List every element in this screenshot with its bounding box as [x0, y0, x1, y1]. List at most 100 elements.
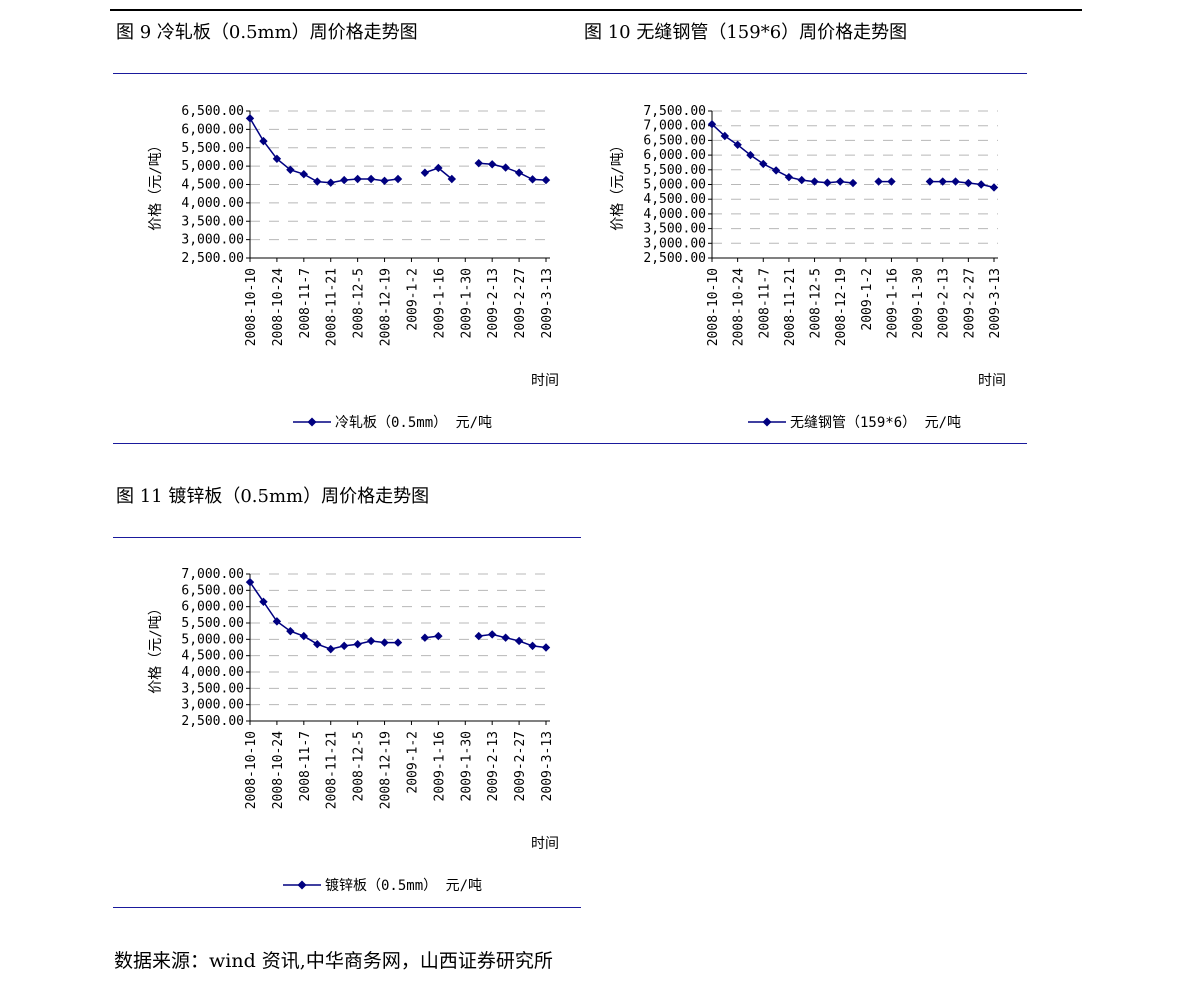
data-point-marker [313, 640, 322, 649]
y-tick-label: 3,000.00 [181, 233, 244, 248]
y-tick-label: 5,000.00 [643, 178, 706, 193]
y-axis-label: 价格（元/吨） [610, 138, 626, 230]
data-point-marker [823, 178, 832, 187]
data-point-marker [797, 175, 806, 185]
data-point-marker [286, 165, 295, 174]
x-tick-label: 2008-12-19 [379, 268, 394, 346]
y-tick-label: 3,500.00 [181, 681, 244, 696]
figure-10-caption: 图 10 无缝钢管（159*6）周价格走势图 [584, 22, 908, 43]
data-point-marker [366, 636, 376, 646]
data-point-marker [339, 175, 349, 185]
x-tick-label: 2009-1-30 [911, 268, 926, 338]
x-tick-label: 2008-12-19 [379, 731, 394, 809]
x-tick-label: 2009-2-27 [513, 268, 528, 338]
data-point-marker [514, 636, 524, 646]
data-point-marker [326, 178, 335, 187]
data-point-marker [245, 114, 255, 123]
x-axis-label: 时间 [531, 373, 559, 389]
data-point-marker [353, 174, 362, 184]
data-point-marker [989, 183, 999, 192]
data-point-marker [447, 174, 457, 184]
data-point-marker [541, 175, 551, 185]
x-tick-label: 2009-2-13 [486, 731, 501, 801]
x-tick-label: 2009-1-16 [432, 731, 447, 801]
x-tick-label: 2008-12-5 [352, 268, 367, 338]
data-point-marker [420, 168, 430, 177]
x-tick-label: 2008-10-10 [706, 268, 721, 346]
data-point-marker [501, 163, 510, 172]
x-tick-label: 2008-11-21 [325, 731, 340, 809]
y-tick-label: 6,000.00 [643, 148, 706, 163]
x-tick-label: 2009-3-13 [540, 731, 555, 801]
cold-rolled-price-chart: 6,500.00 6,000.00 5,500.00 5,000.00 4,500.00… [148, 104, 559, 431]
figure-bottom-rule [113, 443, 1027, 444]
x-tick-label: 2009-2-27 [513, 731, 528, 801]
legend-label: 无缝钢管（159*6） 元/吨 [790, 415, 961, 431]
data-point-marker [434, 163, 443, 173]
legend-marker [307, 417, 317, 427]
x-tick-label: 2009-1-30 [459, 731, 474, 801]
series-line [711, 123, 854, 184]
y-tick-label: 6,500.00 [643, 133, 706, 148]
y-tick-label: 4,000.00 [643, 207, 706, 222]
x-tick-label: 2009-2-13 [937, 268, 952, 338]
y-tick-label: 2,500.00 [643, 251, 706, 266]
header-rule [110, 9, 1082, 11]
seamless-pipe-price-chart: 7,500.007,000.006,500.006,000.005,500.00… [610, 104, 1006, 431]
data-point-marker [353, 640, 362, 649]
data-point-marker [366, 174, 376, 184]
x-tick-label: 2008-10-24 [732, 268, 747, 346]
x-tick-label: 2008-11-21 [783, 268, 798, 346]
data-point-marker [771, 166, 781, 175]
figure-11-bottom-rule [113, 907, 581, 908]
y-tick-label: 7,000.00 [181, 567, 244, 582]
data-point-marker [528, 175, 537, 184]
x-tick-label: 2009-1-2 [405, 268, 420, 331]
x-tick-label: 2009-1-16 [432, 268, 447, 338]
y-tick-label: 7,500.00 [643, 104, 706, 119]
data-point-marker [707, 120, 717, 129]
galvanized-price-chart: 7,000.006,500.00 6,000.005,500.005,000.00… [148, 567, 559, 894]
y-tick-label: 6,000.00 [181, 600, 244, 615]
figure-11-caption: 图 11 镀锌板（0.5mm）周价格走势图 [116, 486, 430, 507]
y-tick-label: 4,500.00 [643, 192, 706, 207]
y-tick-label: 7,000.00 [643, 119, 706, 134]
series-line [249, 117, 399, 184]
y-tick-label: 5,000.00 [181, 159, 244, 174]
data-point-marker [393, 174, 403, 184]
y-tick-label: 5,000.00 [181, 632, 244, 647]
x-tick-label: 2008-11-21 [325, 268, 340, 346]
data-point-marker [339, 641, 349, 651]
data-point-marker [976, 180, 986, 189]
x-tick-label: 2009-1-2 [405, 731, 420, 794]
data-point-marker [835, 177, 845, 186]
legend-label: 镀锌板（0.5mm） 元/吨 [325, 877, 482, 894]
data-point-marker [501, 633, 510, 642]
data-point-marker [420, 633, 430, 642]
y-tick-label: 3,000.00 [643, 236, 706, 251]
x-axis-label: 时间 [978, 373, 1006, 389]
data-point-marker [528, 641, 537, 651]
figure-9-caption: 图 9 冷轧板（0.5mm）周价格走势图 [116, 22, 418, 43]
data-point-marker [874, 177, 883, 186]
legend-label: 冷轧板（0.5mm） 元/吨 [335, 415, 492, 431]
data-point-marker [487, 160, 497, 169]
data-point-marker [259, 136, 268, 146]
x-tick-label: 2009-2-13 [486, 268, 501, 338]
x-tick-label: 2008-10-10 [244, 731, 259, 809]
data-point-marker [784, 172, 794, 182]
x-tick-label: 2009-1-2 [860, 268, 875, 331]
y-tick-label: 2,500.00 [181, 251, 244, 266]
x-tick-label: 2008-11-7 [298, 268, 313, 338]
y-tick-label: 3,000.00 [181, 698, 244, 713]
data-point-marker [938, 177, 947, 186]
y-tick-label: 5,500.00 [643, 163, 706, 178]
y-tick-label: 6,000.00 [181, 122, 244, 137]
x-tick-label: 2009-1-16 [885, 268, 900, 338]
data-point-marker [326, 644, 335, 654]
x-tick-label: 2008-10-24 [271, 731, 286, 809]
y-axis-label: 价格（元/吨） [148, 138, 164, 230]
x-tick-label: 2009-1-30 [459, 268, 474, 338]
data-point-marker [313, 177, 322, 186]
y-tick-label: 6,500.00 [181, 583, 244, 598]
